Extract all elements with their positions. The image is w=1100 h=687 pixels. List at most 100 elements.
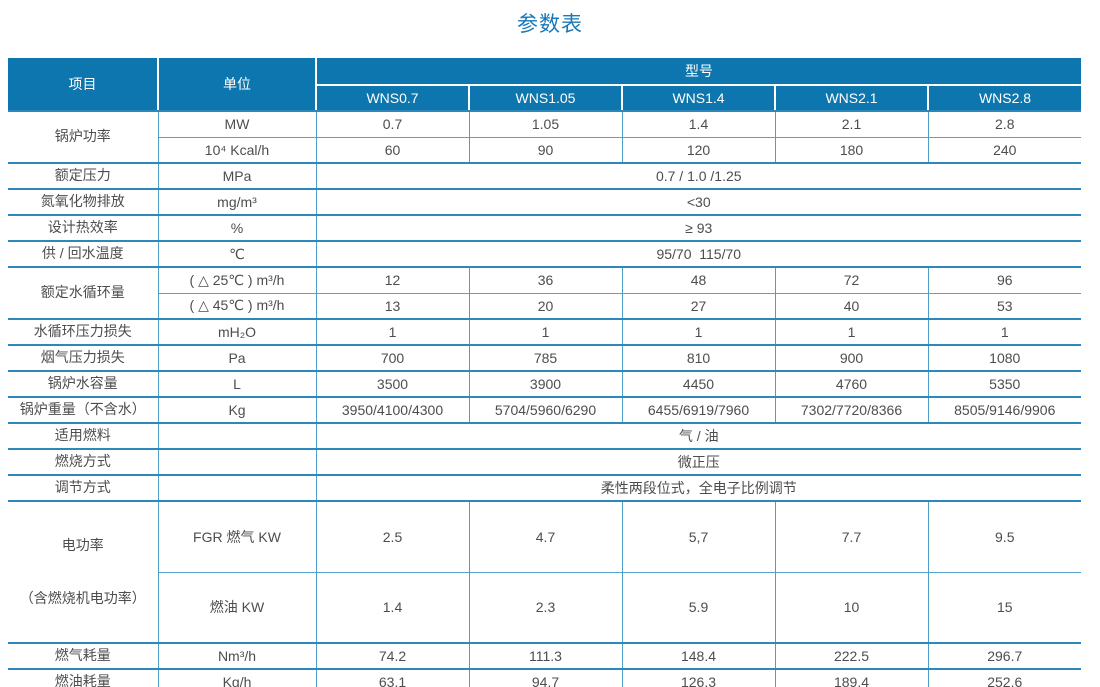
unit-cell: ℃ <box>157 240 316 267</box>
value-cell: 296.7 <box>927 642 1082 669</box>
value-cell: 6455/6919/7960 <box>621 396 775 423</box>
row-item-label: 锅炉水容量 <box>8 370 158 397</box>
value-cell: 53 <box>927 292 1082 319</box>
value-cell: 785 <box>468 344 622 371</box>
value-cell: 1.05 <box>468 110 622 137</box>
row-item-label: 锅炉重量（不含水） <box>8 396 158 423</box>
value-cell: 180 <box>774 136 928 163</box>
model-column-header: WNS0.7 <box>315 84 469 112</box>
unit-cell: mg/m³ <box>157 188 316 215</box>
value-cell: 5,7 <box>621 500 775 572</box>
value-cell: 111.3 <box>468 642 622 669</box>
value-cell: 2.3 <box>468 571 622 643</box>
unit-cell: Kg/h <box>157 668 316 687</box>
row-item-label: 锅炉功率 <box>8 110 158 163</box>
value-cell: 1.4 <box>621 110 775 137</box>
value-cell: 60 <box>315 136 469 163</box>
value-cell: 9.5 <box>927 500 1082 572</box>
value-cell: 1.4 <box>315 571 469 643</box>
row-item-label: 燃气耗量 <box>8 642 158 669</box>
value-cell: 74.2 <box>315 642 469 669</box>
value-cell: 7.7 <box>774 500 928 572</box>
model-column-header: WNS1.05 <box>468 84 622 112</box>
header-row-models: WNS0.7 WNS1.05 WNS1.4 WNS2.1 WNS2.8 <box>8 84 1082 112</box>
value-cell: 10 <box>774 571 928 643</box>
value-cell: 94.7 <box>468 668 622 687</box>
row-item-label: 燃烧方式 <box>8 448 158 475</box>
table-row: 调节方式 柔性两段位式，全电子比例调节 <box>8 474 1082 501</box>
unit-cell: % <box>157 214 316 241</box>
value-cell: 0.7 <box>315 110 469 137</box>
value-cell: 13 <box>315 292 469 319</box>
unit-cell: 燃油 KW <box>157 571 316 643</box>
value-cell: 20 <box>468 292 622 319</box>
value-cell-span: 气 / 油 <box>315 422 1082 449</box>
row-item-label: 烟气压力损失 <box>8 344 158 371</box>
unit-cell: ( △ 25℃ ) m³/h <box>157 266 316 293</box>
unit-cell <box>157 474 316 501</box>
value-cell: 1 <box>315 318 469 345</box>
row-item-label: 适用燃料 <box>8 422 158 449</box>
value-cell-span: 95/70 115/70 <box>315 240 1082 267</box>
table-row: 氮氧化物排放 mg/m³ <30 <box>8 188 1082 215</box>
table-row: 水循环压力损失 mH₂O 1 1 1 1 1 <box>8 318 1082 345</box>
value-cell: 27 <box>621 292 775 319</box>
value-cell: 90 <box>468 136 622 163</box>
unit-cell: MW <box>157 110 316 137</box>
value-cell-span: 微正压 <box>315 448 1082 475</box>
value-cell: 1 <box>621 318 775 345</box>
unit-cell: MPa <box>157 162 316 189</box>
column-header-item: 项目 <box>8 58 158 112</box>
row-item-label: 调节方式 <box>8 474 158 501</box>
value-cell-span: 柔性两段位式，全电子比例调节 <box>315 474 1082 501</box>
unit-cell <box>157 448 316 475</box>
table-row: 锅炉功率 MW 0.7 1.05 1.4 2.1 2.8 <box>8 110 1082 163</box>
value-cell: 3950/4100/4300 <box>315 396 469 423</box>
table-row: 燃油耗量 Kg/h 63.1 94.7 126.3 189.4 252.6 <box>8 668 1082 687</box>
value-cell: 15 <box>927 571 1082 643</box>
row-item-label: 燃油耗量 <box>8 668 158 687</box>
value-cell: 252.6 <box>927 668 1082 687</box>
column-header-unit: 单位 <box>157 58 316 112</box>
value-cell: 900 <box>774 344 928 371</box>
page-title: 参数表 <box>517 13 583 36</box>
table-row: 供 / 回水温度 ℃ 95/70 115/70 <box>8 240 1082 267</box>
value-cell: 240 <box>927 136 1082 163</box>
value-cell: 4450 <box>621 370 775 397</box>
value-cell-span: <30 <box>315 188 1082 215</box>
unit-cell: Pa <box>157 344 316 371</box>
header-row-top: 项目 单位 型号 <box>8 58 1082 112</box>
table-row: 燃烧方式 微正压 <box>8 448 1082 475</box>
model-column-header: WNS2.1 <box>774 84 928 112</box>
parameters-table: 项目 单位 型号 WNS0.7 WNS1.05 WNS1.4 WNS2.1 WN… <box>8 58 1082 687</box>
value-cell: 1 <box>927 318 1082 345</box>
unit-cell <box>157 422 316 449</box>
value-cell: 3500 <box>315 370 469 397</box>
value-cell: 7302/7720/8366 <box>774 396 928 423</box>
column-header-model: 型号 <box>314 58 1082 86</box>
value-cell: 4760 <box>774 370 928 397</box>
row-item-label: 设计热效率 <box>8 214 158 241</box>
value-cell: 148.4 <box>621 642 775 669</box>
row-item-label: 水循环压力损失 <box>8 318 158 345</box>
unit-cell: Nm³/h <box>157 642 316 669</box>
unit-cell: L <box>157 370 316 397</box>
value-cell: 189.4 <box>774 668 928 687</box>
table-row: ( △ 45℃ ) m³/h 13 20 27 40 53 <box>8 292 1082 319</box>
value-cell: 5704/5960/6290 <box>468 396 622 423</box>
unit-cell: mH₂O <box>157 318 316 345</box>
table-row: 设计热效率 % ≥ 93 <box>8 214 1082 241</box>
model-column-header: WNS2.8 <box>926 84 1082 112</box>
table-row: 10⁴ Kcal/h 60 90 120 180 240 <box>8 136 1082 163</box>
row-item-label: 氮氧化物排放 <box>8 188 158 215</box>
value-cell: 126.3 <box>621 668 775 687</box>
table-row: 额定水循环量 ( △ 25℃ ) m³/h 12 36 48 72 96 <box>8 266 1082 319</box>
value-cell: 8505/9146/9906 <box>927 396 1082 423</box>
unit-cell: FGR 燃气 KW <box>157 500 316 572</box>
value-cell: 63.1 <box>315 668 469 687</box>
value-cell: 36 <box>468 266 622 293</box>
value-cell: 1080 <box>927 344 1082 371</box>
table-row: 燃气耗量 Nm³/h 74.2 111.3 148.4 222.5 296.7 <box>8 642 1082 669</box>
value-cell: 1 <box>468 318 622 345</box>
